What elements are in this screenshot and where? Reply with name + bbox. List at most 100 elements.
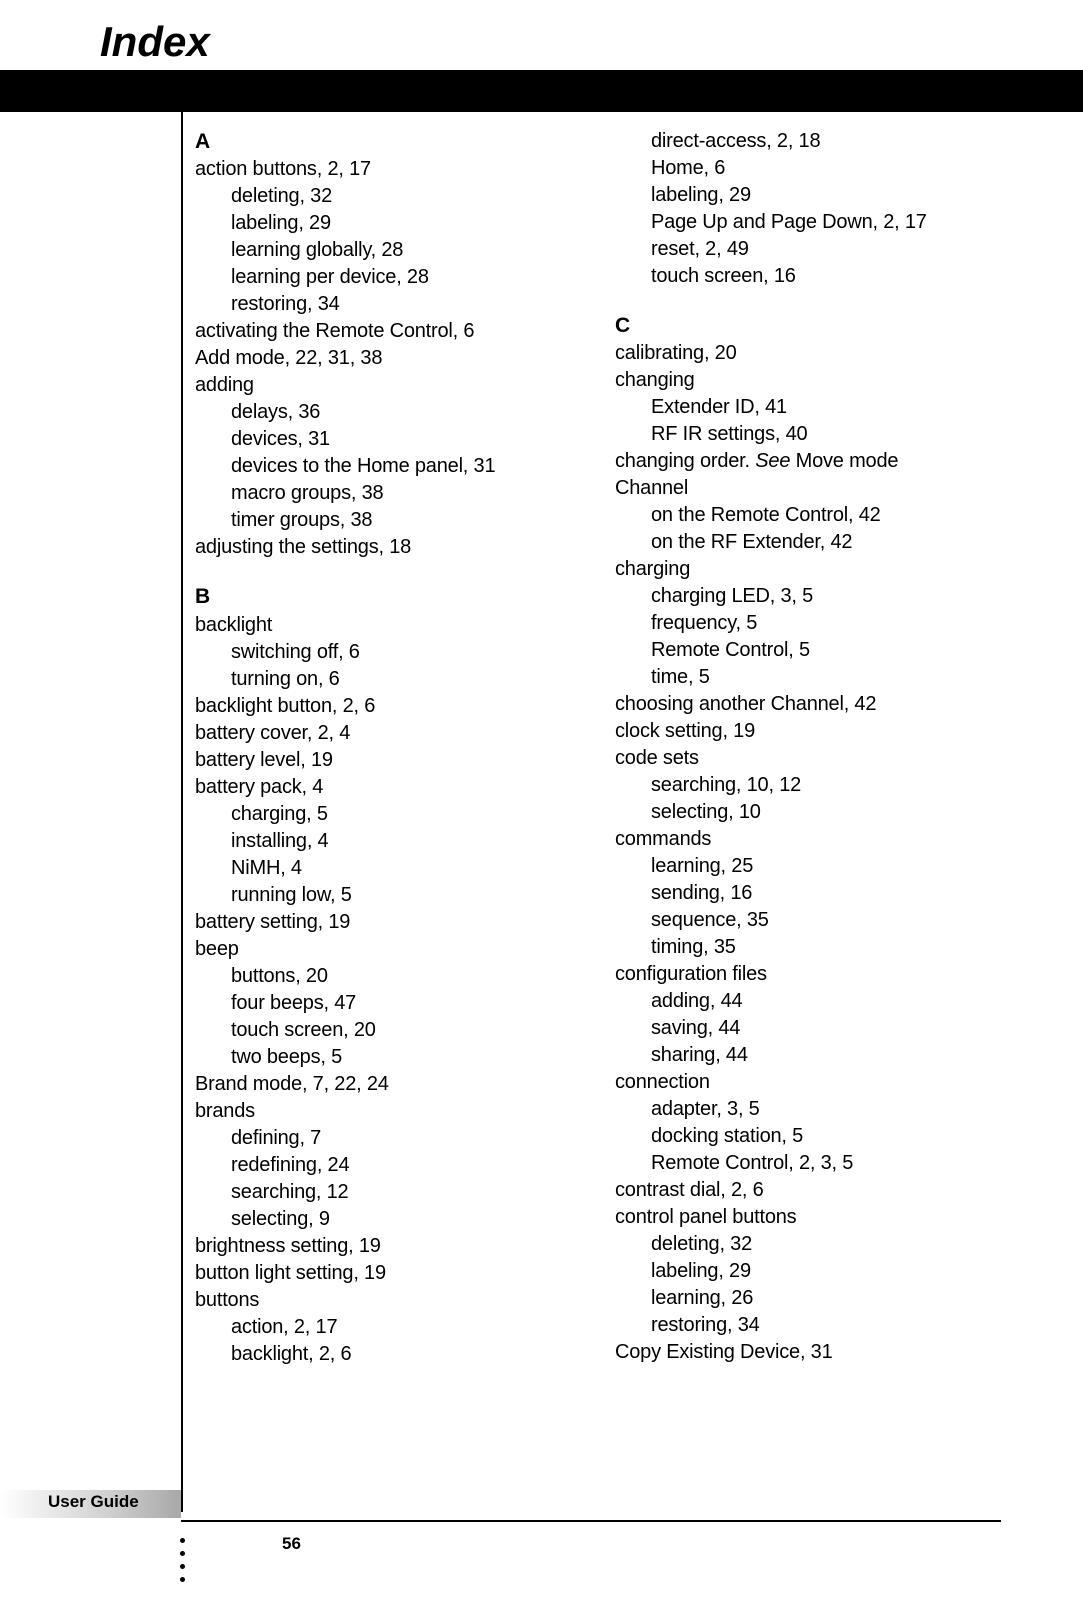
index-subentry: on the RF Extender, 42 (615, 529, 1015, 556)
index-entry: charging (615, 556, 1015, 583)
index-subentry: direct-access, 2, 18 (615, 128, 1015, 155)
index-entry: battery cover, 2, 4 (195, 720, 595, 747)
index-entry: changing (615, 367, 1015, 394)
index-entry: action buttons, 2, 17 (195, 156, 595, 183)
index-section-letter: B (195, 583, 595, 611)
index-subentry: running low, 5 (195, 882, 595, 909)
index-entry: button light setting, 19 (195, 1260, 595, 1287)
index-subentry: sharing, 44 (615, 1042, 1015, 1069)
index-entry: code sets (615, 745, 1015, 772)
index-subentry: deleting, 32 (195, 183, 595, 210)
index-entry: battery pack, 4 (195, 774, 595, 801)
index-section-letter: C (615, 312, 1015, 340)
index-subentry: restoring, 34 (195, 291, 595, 318)
index-subentry: redefining, 24 (195, 1152, 595, 1179)
index-subentry: two beeps, 5 (195, 1044, 595, 1071)
index-subentry: switching off, 6 (195, 639, 595, 666)
index-subentry: adding, 44 (615, 988, 1015, 1015)
index-entry: connection (615, 1069, 1015, 1096)
index-subentry: Remote Control, 5 (615, 637, 1015, 664)
index-subentry: delays, 36 (195, 399, 595, 426)
index-entry: buttons (195, 1287, 595, 1314)
index-entry: choosing another Channel, 42 (615, 691, 1015, 718)
index-entry: Copy Existing Device, 31 (615, 1339, 1015, 1366)
index-subentry: touch screen, 16 (615, 263, 1015, 290)
index-entry: contrast dial, 2, 6 (615, 1177, 1015, 1204)
index-entry: brightness setting, 19 (195, 1233, 595, 1260)
index-entry: Brand mode, 7, 22, 24 (195, 1071, 595, 1098)
index-subentry: docking station, 5 (615, 1123, 1015, 1150)
index-subentry: four beeps, 47 (195, 990, 595, 1017)
index-subentry: turning on, 6 (195, 666, 595, 693)
index-content: Aaction buttons, 2, 17deleting, 32labeli… (195, 128, 1025, 1368)
index-subentry: timer groups, 38 (195, 507, 595, 534)
header-bar (0, 70, 1083, 112)
index-entry: battery setting, 19 (195, 909, 595, 936)
index-subentry: sending, 16 (615, 880, 1015, 907)
index-subentry: installing, 4 (195, 828, 595, 855)
index-column-right: direct-access, 2, 18Home, 6labeling, 29P… (615, 128, 1015, 1368)
index-entry: battery level, 19 (195, 747, 595, 774)
index-entry: Channel (615, 475, 1015, 502)
index-subentry: backlight, 2, 6 (195, 1341, 595, 1368)
index-section-letter: A (195, 128, 595, 156)
index-subentry: adapter, 3, 5 (615, 1096, 1015, 1123)
index-subentry: devices, 31 (195, 426, 595, 453)
horizontal-rule (181, 1520, 1001, 1522)
index-entry: changing order. See Move mode (615, 448, 1015, 475)
index-subentry: Home, 6 (615, 155, 1015, 182)
index-subentry: on the Remote Control, 42 (615, 502, 1015, 529)
index-subentry: charging LED, 3, 5 (615, 583, 1015, 610)
index-entry: beep (195, 936, 595, 963)
index-subentry: timing, 35 (615, 934, 1015, 961)
index-subentry: labeling, 29 (195, 210, 595, 237)
index-subentry: NiMH, 4 (195, 855, 595, 882)
index-entry: clock setting, 19 (615, 718, 1015, 745)
index-entry: commands (615, 826, 1015, 853)
index-subentry: Remote Control, 2, 3, 5 (615, 1150, 1015, 1177)
index-subentry: learning globally, 28 (195, 237, 595, 264)
index-entry: adding (195, 372, 595, 399)
index-subentry: RF IR settings, 40 (615, 421, 1015, 448)
index-subentry: labeling, 29 (615, 182, 1015, 209)
index-subentry: action, 2, 17 (195, 1314, 595, 1341)
index-entry: adjusting the settings, 18 (195, 534, 595, 561)
index-entry: control panel buttons (615, 1204, 1015, 1231)
index-subentry: labeling, 29 (615, 1258, 1015, 1285)
index-subentry: reset, 2, 49 (615, 236, 1015, 263)
index-column-left: Aaction buttons, 2, 17deleting, 32labeli… (195, 128, 595, 1368)
index-subentry: learning per device, 28 (195, 264, 595, 291)
index-subentry: charging, 5 (195, 801, 595, 828)
index-entry: backlight (195, 612, 595, 639)
index-entry: configuration files (615, 961, 1015, 988)
index-subentry: learning, 25 (615, 853, 1015, 880)
index-subentry: buttons, 20 (195, 963, 595, 990)
index-subentry: defining, 7 (195, 1125, 595, 1152)
index-subentry: sequence, 35 (615, 907, 1015, 934)
index-entry: brands (195, 1098, 595, 1125)
index-subentry: restoring, 34 (615, 1312, 1015, 1339)
index-entry: backlight button, 2, 6 (195, 693, 595, 720)
index-subentry: saving, 44 (615, 1015, 1015, 1042)
page-number: 56 (282, 1534, 301, 1554)
index-subentry: learning, 26 (615, 1285, 1015, 1312)
index-subentry: deleting, 32 (615, 1231, 1015, 1258)
footer-label: User Guide (48, 1492, 139, 1512)
index-subentry: Extender ID, 41 (615, 394, 1015, 421)
index-subentry: selecting, 10 (615, 799, 1015, 826)
index-subentry: searching, 12 (195, 1179, 595, 1206)
index-subentry: searching, 10, 12 (615, 772, 1015, 799)
index-subentry: touch screen, 20 (195, 1017, 595, 1044)
decorative-dots (180, 1538, 185, 1582)
index-subentry: time, 5 (615, 664, 1015, 691)
index-entry: Add mode, 22, 31, 38 (195, 345, 595, 372)
vertical-rule (181, 84, 183, 1512)
index-subentry: frequency, 5 (615, 610, 1015, 637)
index-subentry: devices to the Home panel, 31 (195, 453, 595, 480)
index-subentry: macro groups, 38 (195, 480, 595, 507)
index-entry: activating the Remote Control, 6 (195, 318, 595, 345)
index-subentry: Page Up and Page Down, 2, 17 (615, 209, 1015, 236)
index-entry: calibrating, 20 (615, 340, 1015, 367)
index-subentry: selecting, 9 (195, 1206, 595, 1233)
page-title: Index (100, 18, 210, 66)
